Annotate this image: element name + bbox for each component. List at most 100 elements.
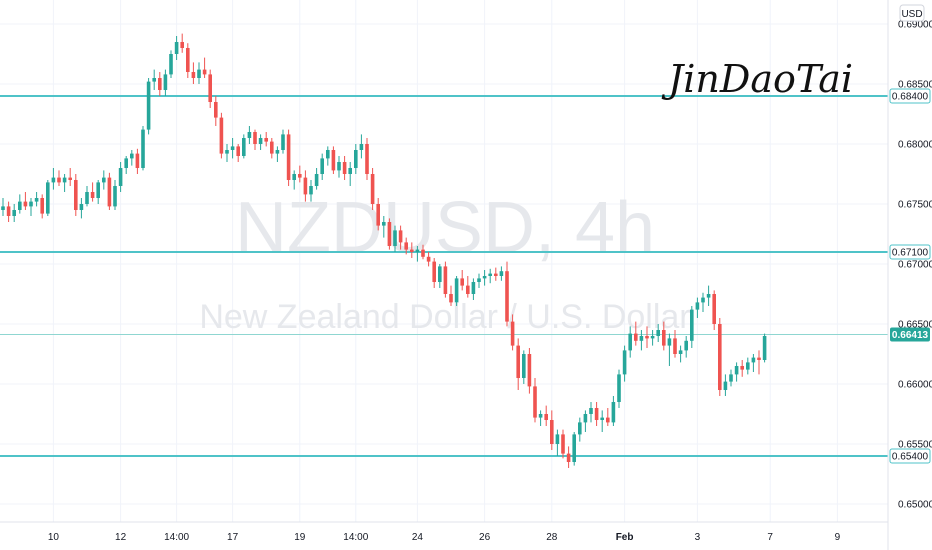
candle: [505, 261, 509, 327]
candle: [96, 180, 100, 204]
candle: [191, 62, 196, 84]
level-price-label: 0.68400: [889, 88, 931, 104]
candle: [393, 225, 397, 252]
candle: [202, 57, 207, 78]
candle: [253, 129, 257, 150]
candle: [650, 330, 655, 346]
candle: [23, 192, 28, 210]
candle: [438, 264, 442, 288]
watermark-symbol: NZDUSD, 4h: [235, 188, 655, 268]
candle: [678, 345, 683, 363]
candle: [460, 270, 464, 291]
candle: [712, 290, 716, 330]
time-tick-label: Feb: [616, 532, 634, 543]
candle: [74, 174, 78, 216]
candle: [242, 134, 246, 159]
candle: [533, 378, 537, 423]
candle: [494, 267, 498, 281]
candle: [186, 43, 190, 78]
candle: [404, 237, 408, 255]
candle: [326, 146, 330, 166]
svg-text:0.67100: 0.67100: [892, 248, 929, 259]
candle: [706, 285, 711, 306]
signature-text: JinDaoTai: [661, 57, 853, 101]
grid-lines: [0, 0, 888, 522]
candle: [482, 270, 487, 286]
candle: [673, 330, 677, 358]
candle: [85, 186, 89, 207]
candle: [163, 69, 168, 96]
candle: [589, 402, 593, 423]
candle: [124, 156, 128, 174]
price-labels: 0.68400 0.67100 0.65400 0.66413: [889, 88, 931, 464]
candle: [236, 144, 240, 162]
candle: [40, 194, 44, 219]
candle: [723, 374, 728, 396]
time-tick-label: 12: [115, 532, 127, 543]
candle: [354, 144, 358, 174]
candle: [622, 345, 627, 382]
candle: [34, 192, 39, 207]
candle: [510, 314, 515, 351]
candle: [443, 261, 448, 298]
time-tick-label: 3: [695, 532, 701, 543]
price-tick-label: 0.68000: [898, 140, 932, 151]
svg-text:0.65400: 0.65400: [892, 452, 929, 463]
candle: [746, 357, 750, 375]
candle: [146, 78, 151, 135]
candle: [421, 244, 425, 260]
candle: [538, 410, 543, 426]
candle: [62, 174, 67, 192]
price-axis[interactable]: 0.69000 0.68500 0.68000 0.67500 0.67000 0.665…: [898, 20, 932, 511]
candle: [572, 432, 576, 466]
candle: [247, 126, 252, 144]
candle: [118, 162, 123, 192]
price-tick-label: 0.66000: [898, 380, 932, 391]
candle: [561, 429, 565, 459]
watermark-description: New Zealand Dollar / U.S. Dollar: [199, 298, 690, 336]
candle: [90, 182, 95, 202]
candle: [600, 410, 604, 432]
candle: [499, 266, 504, 281]
candle: [331, 146, 336, 174]
price-tick-label: 0.66500: [898, 320, 932, 331]
level-price-label: 0.65400: [889, 448, 931, 464]
candle: [46, 180, 50, 216]
time-tick-label: 14:00: [164, 532, 189, 543]
candle: [230, 138, 235, 159]
candle: [281, 129, 285, 154]
candle: [527, 348, 532, 394]
time-axis[interactable]: 10 12 14:00 17 19 14:00 24 26 28 Feb 3 7 9: [48, 532, 841, 543]
candle: [320, 153, 324, 180]
candle: [6, 201, 11, 222]
candle: [135, 148, 140, 174]
current-price-label: 0.66413: [890, 327, 930, 342]
candle: [12, 204, 16, 222]
time-tick-label: 10: [48, 532, 60, 543]
candle: [303, 170, 308, 202]
currency-badge[interactable]: USD: [899, 4, 925, 22]
candle: [454, 276, 459, 306]
candle: [113, 180, 117, 210]
candle: [550, 410, 554, 450]
candle: [606, 408, 610, 426]
candle: [158, 72, 162, 96]
candle: [370, 168, 375, 210]
candle: [68, 168, 72, 186]
candle: [208, 69, 212, 108]
candle: [348, 162, 352, 186]
candle: [398, 225, 403, 250]
candle: [275, 146, 280, 162]
candle: [757, 350, 761, 375]
candle: [645, 326, 649, 348]
candle: [667, 333, 672, 366]
candle: [174, 36, 179, 60]
candle: [701, 292, 705, 312]
watermark: NZDUSD, 4h New Zealand Dollar / U.S. Dol…: [199, 188, 690, 336]
candle: [57, 170, 61, 186]
candle: [309, 180, 313, 202]
candle: [180, 33, 184, 53]
candle: [314, 168, 319, 190]
